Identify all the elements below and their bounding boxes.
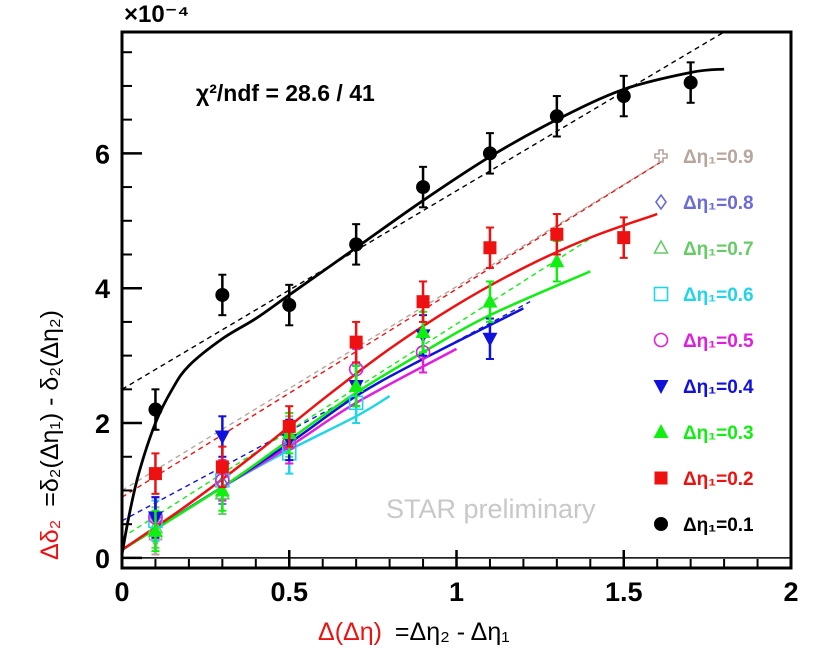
data-point <box>483 241 497 255</box>
legend-label: Δη₁=0.2 <box>683 469 754 490</box>
fit-quality-text: χ²/ndf = 28.6 / 41 <box>196 80 375 106</box>
y-tick-label: 2 <box>95 409 110 439</box>
x-tick-label: 2 <box>783 577 798 607</box>
data-point <box>282 419 296 433</box>
data-point <box>349 335 363 349</box>
legend-marker <box>655 193 667 211</box>
legend-marker <box>653 380 669 394</box>
data-point <box>215 460 229 474</box>
x-axis-title-rest: =Δη₂ - Δη₁ <box>395 618 510 646</box>
data-point <box>482 146 497 161</box>
linear-fit-line <box>121 159 665 498</box>
y-axis-title-main: Δδ₂ <box>36 520 64 560</box>
legend-label: Δη₁=0.9 <box>683 147 754 168</box>
data-point <box>683 75 698 90</box>
data-point <box>549 109 564 124</box>
data-point <box>549 253 565 268</box>
data-point <box>617 231 631 245</box>
data-point <box>416 180 431 195</box>
x-tick-label: 0 <box>114 577 129 607</box>
x-axis-title-main: Δ(Δη) <box>318 618 382 646</box>
fit-curve <box>121 212 658 551</box>
data-point <box>214 430 230 445</box>
linear-fit-line <box>121 159 665 492</box>
data-points-layer <box>147 61 698 556</box>
legend-label: Δη₁=0.6 <box>683 285 754 306</box>
data-point <box>550 227 564 241</box>
watermark: STAR preliminary <box>386 494 596 524</box>
legend-label: Δη₁=0.5 <box>683 331 754 352</box>
legend-marker <box>653 286 669 302</box>
legend-label: Δη₁=0.8 <box>683 193 754 214</box>
axis-ticks-layer: 0 0.5 1 1.5 2 0 2 4 6 <box>95 51 799 607</box>
legend-marker <box>653 239 669 254</box>
data-point <box>148 402 163 417</box>
legend-marker <box>653 332 669 348</box>
data-point <box>282 298 297 313</box>
data-point <box>215 287 230 302</box>
x-tick-label: 0.5 <box>270 577 308 607</box>
scale-label: ×10⁻⁴ <box>124 1 189 28</box>
data-point <box>348 377 364 392</box>
data-point <box>416 295 430 309</box>
y-tick-label: 0 <box>95 544 110 574</box>
legend-marker <box>654 149 668 163</box>
legend: Δη₁=0.9 Δη₁=0.8 Δη₁=0.7 Δη₁=0.6 Δη₁=0.5 Δη₁=0… <box>653 147 754 536</box>
y-axis-title: Δδ₂ =δ₂(Δη₁) - δ₂(Δη₂) <box>36 310 64 560</box>
data-point <box>482 293 498 308</box>
data-point <box>147 522 163 537</box>
legend-label: Δη₁=0.7 <box>683 239 754 260</box>
data-point <box>148 467 162 481</box>
data-point <box>349 237 364 252</box>
legend-marker <box>654 471 668 485</box>
legend-label: Δη₁=0.3 <box>683 423 754 444</box>
data-point <box>415 324 431 339</box>
x-tick-label: 1 <box>449 577 464 607</box>
data-point <box>616 89 631 104</box>
legend-marker <box>653 424 669 438</box>
legend-label: Δη₁=0.4 <box>683 377 754 398</box>
legend-marker <box>654 517 668 531</box>
data-point <box>214 482 230 497</box>
y-tick-label: 6 <box>95 139 110 169</box>
y-tick-label: 4 <box>95 274 110 304</box>
x-axis-title: Δ(Δη) =Δη₂ - Δη₁ <box>318 618 510 646</box>
x-tick-label: 1.5 <box>605 577 643 607</box>
legend-label: Δη₁=0.1 <box>683 515 754 536</box>
y-axis-title-rest: =δ₂(Δη₁) - δ₂(Δη₂) <box>36 310 64 507</box>
data-point <box>482 332 498 347</box>
